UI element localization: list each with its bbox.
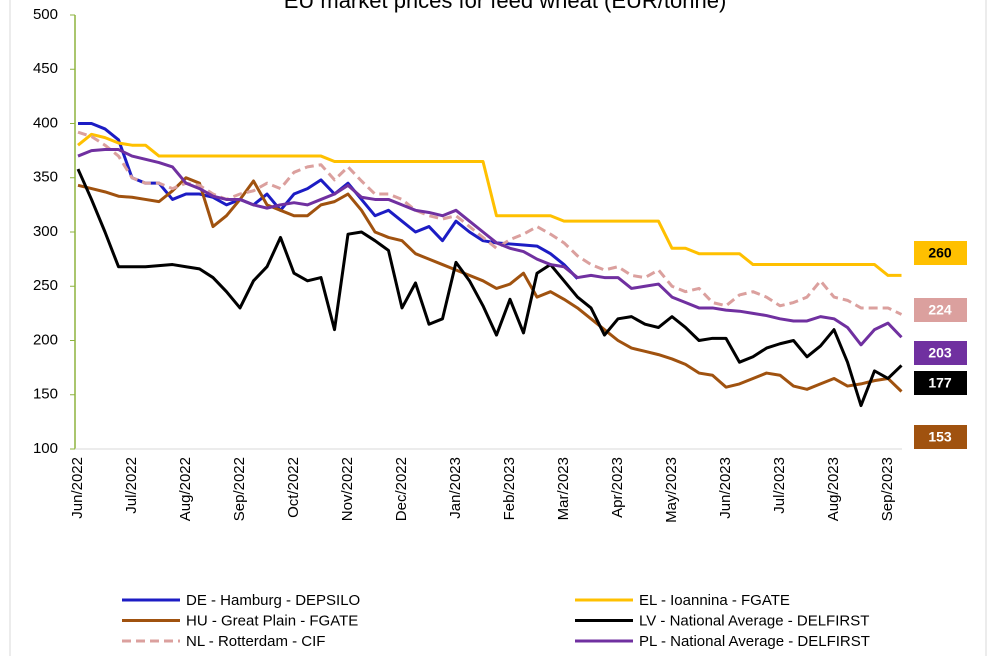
- y-tick-label: 150: [33, 386, 58, 403]
- y-tick-label: 250: [33, 277, 58, 294]
- x-tick-label: Jul/2023: [771, 457, 788, 514]
- series-line: [76, 168, 903, 408]
- legend-label: DE - Hamburg - DEPSILO: [186, 592, 360, 609]
- end-label: 177: [928, 375, 952, 391]
- y-tick-label: 400: [33, 114, 58, 131]
- chart-frame: [9, 0, 987, 656]
- series-line: [77, 130, 903, 316]
- end-label: 260: [928, 245, 952, 261]
- series-line: [77, 176, 903, 393]
- x-tick-label: Jul/2022: [123, 457, 140, 514]
- legend-label: HU - Great Plain - FGATE: [186, 612, 358, 629]
- y-tick-label: 100: [33, 440, 58, 457]
- end-label-box: [914, 241, 967, 265]
- x-tick-label: Mar/2023: [555, 457, 572, 520]
- series-line: [77, 148, 903, 347]
- end-label: 224: [928, 302, 952, 318]
- end-label: 203: [928, 345, 952, 361]
- x-tick-label: Nov/2022: [339, 457, 356, 521]
- end-label-box: [914, 341, 967, 365]
- legend-label: PL - National Average - DELFIRST: [639, 633, 870, 650]
- x-tick-label: Feb/2023: [501, 457, 518, 520]
- y-tick-label: 500: [33, 6, 58, 23]
- end-label-box: [914, 425, 967, 449]
- chart-title: EU market prices for feed wheat (EUR/ton…: [284, 0, 727, 13]
- x-tick-label: Apr/2023: [609, 457, 626, 518]
- legend-label: NL - Rotterdam - CIF: [186, 633, 325, 650]
- x-tick-label: Aug/2022: [177, 457, 194, 521]
- end-label-box: [914, 371, 967, 395]
- y-tick-label: 450: [33, 60, 58, 77]
- y-tick-label: 350: [33, 169, 58, 186]
- end-label-box: [914, 298, 967, 322]
- series-line: [77, 132, 902, 277]
- x-tick-label: Oct/2022: [285, 457, 302, 518]
- end-label: 153: [928, 429, 952, 445]
- x-tick-label: May/2023: [663, 457, 680, 523]
- y-tick-label: 300: [33, 223, 58, 240]
- x-tick-label: Sep/2023: [879, 457, 896, 521]
- legend-label: LV - National Average - DELFIRST: [639, 612, 869, 629]
- x-tick-label: Dec/2022: [393, 457, 410, 521]
- legend-label: EL - Ioannina - FGATE: [639, 592, 790, 609]
- x-tick-label: Aug/2023: [825, 457, 842, 521]
- x-tick-label: Sep/2022: [231, 457, 248, 521]
- x-tick-label: Jun/2023: [717, 457, 734, 519]
- y-tick-label: 200: [33, 331, 58, 348]
- x-tick-label: Jun/2022: [69, 457, 86, 519]
- x-tick-label: Jan/2023: [447, 457, 464, 519]
